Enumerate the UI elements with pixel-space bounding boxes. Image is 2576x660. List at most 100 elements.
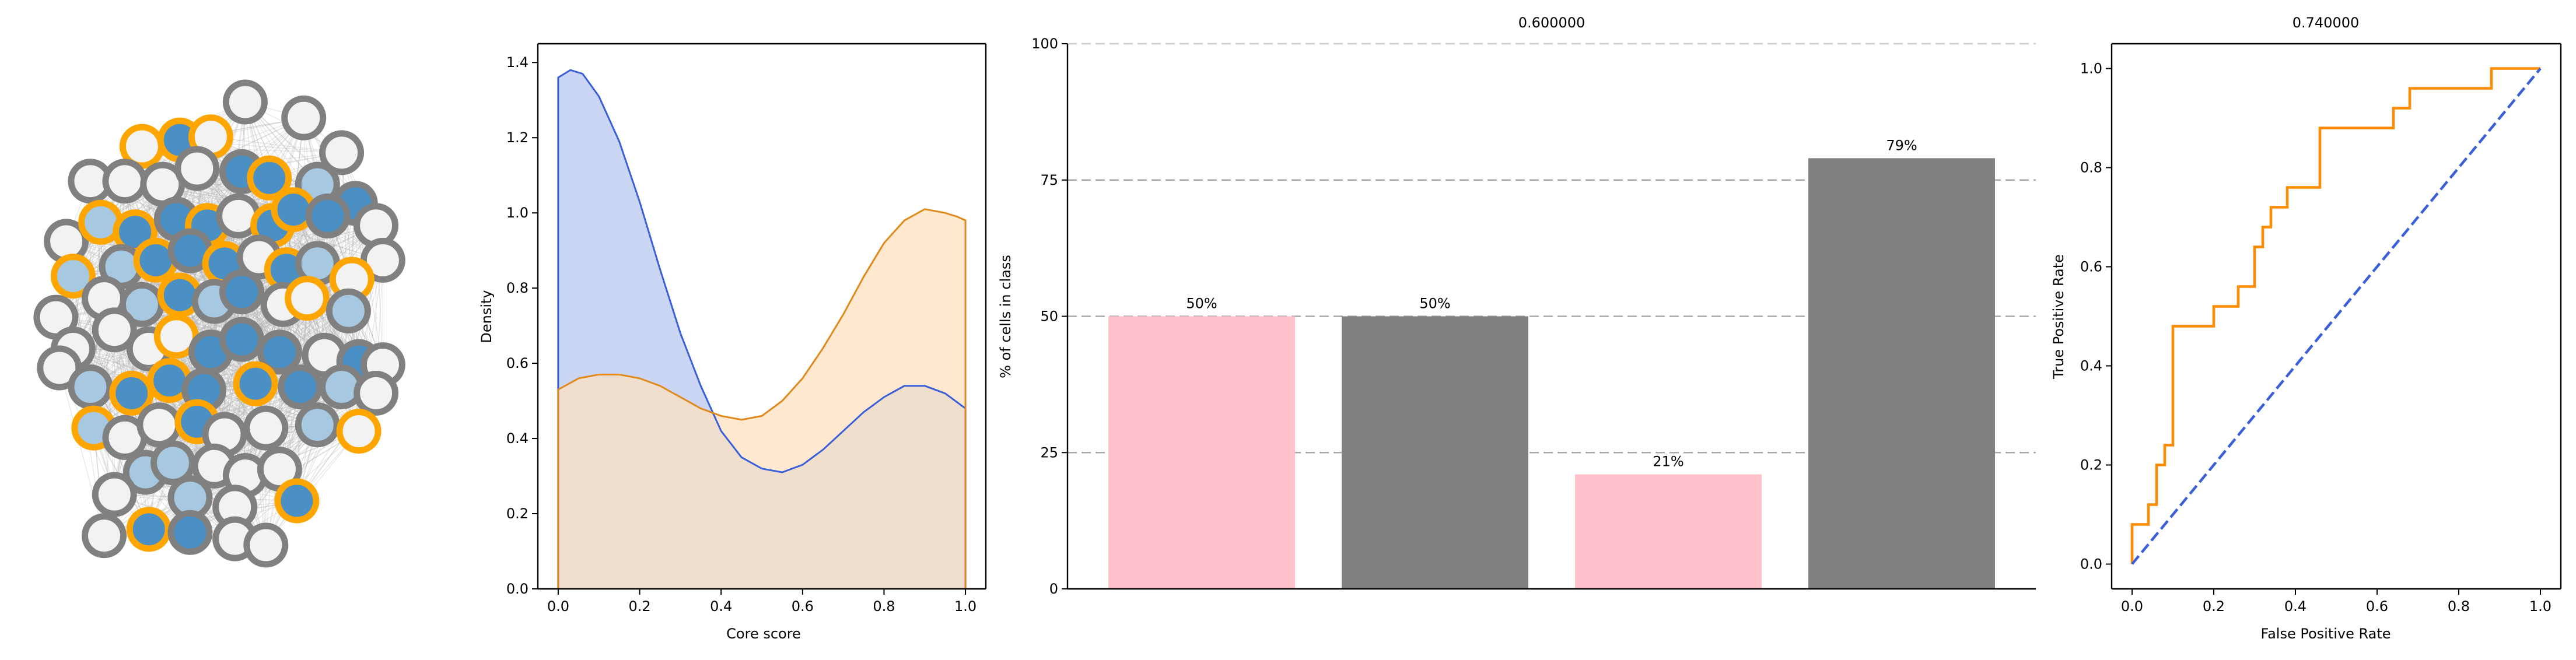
density-panel: 0.0 0.2 0.4 0.6 0.8 1.0 0.0 0.2 0.4 0.6 0.8 1.0 1.2 1… [478, 43, 987, 642]
network-node [281, 95, 327, 141]
network-node [247, 155, 292, 201]
bar-y-tick-label: 100 [1031, 36, 1058, 52]
density-y-tick-label: 1.2 [506, 129, 528, 146]
density-x-tick-label: 0.8 [873, 598, 895, 615]
network-node [126, 507, 172, 552]
roc-y-tick-label: 0.0 [2080, 556, 2102, 573]
network-edge [241, 339, 246, 476]
network-node [92, 472, 137, 517]
density-x-tick-label: 1.0 [954, 598, 977, 615]
network-edge [214, 301, 267, 429]
network-node [92, 307, 137, 353]
density-x-tick-label: 0.4 [710, 598, 732, 615]
roc-y-axis-label: True Positive Rate [2050, 254, 2067, 380]
roc-axes: 0.0 0.2 0.4 0.6 0.8 1.0 0.0 0.2 0.4 0.6 0.8 1.0 [2080, 43, 2562, 615]
network-node [295, 402, 340, 448]
network-node [336, 409, 382, 454]
bar [1342, 316, 1528, 589]
network-node [174, 146, 220, 191]
network-node [319, 130, 365, 175]
network-node [305, 193, 351, 238]
network-node [222, 79, 268, 125]
roc-x-tick-label: 0.8 [2448, 598, 2470, 615]
bar-y-axis-label: % of cells in class [998, 255, 1014, 378]
network-node [274, 478, 320, 524]
roc-x-tick-label: 0.2 [2203, 598, 2225, 615]
network-node [354, 370, 399, 416]
bar-y-tick-label: 25 [1040, 444, 1058, 461]
density-y-tick-label: 1.0 [506, 205, 528, 221]
network-node [167, 510, 213, 555]
density-y-tick-label: 0.6 [506, 355, 528, 371]
bar-value-label: 50% [1419, 296, 1450, 312]
network-edge [279, 225, 377, 353]
roc-panel: 0.740000 0.0 0.2 0.4 0.6 0.8 1.00.00.20.40.60… [2050, 15, 2562, 642]
network-edge [293, 209, 359, 362]
roc-x-tick-label: 0.4 [2284, 598, 2306, 615]
network-node [102, 159, 148, 204]
density-x-tick-label: 0.6 [792, 598, 814, 615]
network-node [326, 288, 371, 333]
network-node [109, 370, 155, 416]
network-node [219, 317, 264, 362]
density-area-fill [558, 209, 966, 589]
network-node [257, 329, 302, 375]
network-node [136, 402, 182, 448]
network-edge [241, 292, 267, 429]
roc-y-tick-label: 1.0 [2080, 61, 2102, 77]
bar-y-tick-label: 75 [1040, 172, 1058, 188]
bar [1808, 158, 1995, 589]
network-edge [72, 276, 125, 438]
bar-y-tick-label: 50 [1040, 308, 1058, 325]
network-edge [124, 181, 215, 302]
network-node [278, 364, 323, 410]
roc-chart-title: 0.740000 [2292, 15, 2360, 31]
density-y-tick-label: 0.0 [506, 581, 528, 597]
density-axes: 0.0 0.2 0.4 0.6 0.8 1.0 0.0 0.2 0.4 0.6 0.8 1.0 1.2 1… [506, 43, 987, 615]
bar-axes: 0 25 50 75 100 [1031, 36, 2036, 597]
bar-value-label: 79% [1886, 137, 1917, 153]
roc-chance-line [2131, 68, 2542, 565]
roc-y-tick-label: 0.8 [2080, 160, 2102, 176]
density-curve [557, 69, 967, 589]
bar [1108, 316, 1295, 589]
roc-x-tick-label: 0.0 [2121, 598, 2143, 615]
bar-panel: 0.600000 50% 50% 21% 79% 0 25 50 75 100 % of ce… [998, 15, 2036, 597]
network-panel [33, 79, 405, 568]
roc-y-tick-label: 0.4 [2080, 358, 2102, 374]
bar-series: 50% 50% 21% 79% [1108, 137, 1995, 589]
network-edge [324, 216, 328, 356]
network-node [50, 254, 96, 299]
density-y-tick-label: 0.8 [506, 280, 528, 296]
network-edge [224, 292, 243, 435]
network-edge [159, 301, 215, 425]
bar-value-label: 21% [1653, 454, 1684, 470]
roc-y-tick-label: 0.6 [2080, 259, 2102, 275]
roc-x-axis-label: False Positive Rate [2260, 626, 2390, 642]
density-x-tick-label: 0.0 [547, 598, 569, 615]
density-x-axis-label: Core score [726, 626, 801, 642]
bar-chart-title: 0.600000 [1518, 15, 1586, 31]
density-y-tick-label: 0.2 [506, 505, 528, 522]
bar [1575, 474, 1762, 589]
roc-x-tick-label: 1.0 [2529, 598, 2552, 615]
density-y-tick-label: 1.4 [506, 54, 528, 71]
network-node [285, 276, 330, 321]
bar-value-label: 50% [1186, 296, 1217, 312]
network-nodes [33, 79, 405, 568]
roc-curve [2130, 67, 2540, 564]
roc-y-tick-label: 0.2 [2080, 457, 2102, 473]
network-node [82, 513, 127, 559]
density-x-tick-label: 0.2 [628, 598, 650, 615]
network-node [243, 522, 289, 568]
network-node [233, 361, 278, 406]
roc-lines [2130, 67, 2542, 565]
network-node [219, 269, 264, 315]
bar-y-tick-label: 0 [1049, 581, 1058, 597]
roc-x-tick-label: 0.6 [2366, 598, 2388, 615]
network-node [68, 364, 113, 410]
density-areas [557, 69, 967, 589]
density-curve [557, 208, 967, 589]
density-y-axis-label: Density [478, 290, 495, 343]
